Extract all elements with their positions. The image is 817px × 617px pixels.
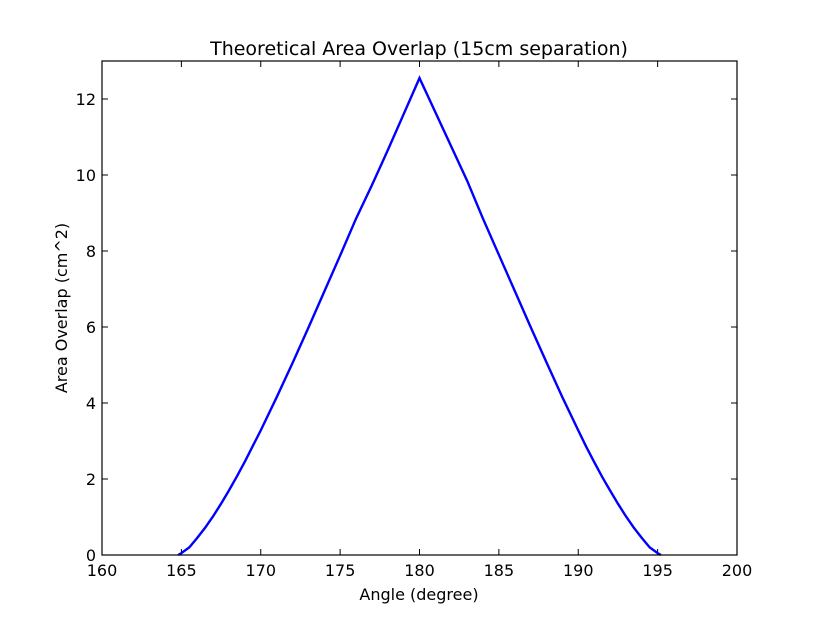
chart-title: Theoretical Area Overlap (15cm separatio…: [209, 38, 628, 60]
plot-area-frame: [101, 60, 738, 556]
x-tick-label: 195: [642, 561, 673, 580]
x-tick-label: 165: [166, 561, 197, 580]
y-tick-label: 8: [86, 242, 96, 261]
x-tick-label: 185: [484, 561, 515, 580]
x-tick-label: 160: [87, 561, 118, 580]
x-tick-label: 170: [245, 561, 276, 580]
tick-labels: 160 165 170 175 180 185 190 195 200 0 2 4 6 8 10 12: [76, 90, 753, 580]
x-tick-label: 190: [563, 561, 594, 580]
y-tick-label: 4: [86, 394, 96, 413]
x-axis-label: Angle (degree): [359, 585, 478, 604]
y-tick-label: 10: [76, 166, 96, 185]
y-tick-label: 2: [86, 470, 96, 489]
x-tick-label: 175: [325, 561, 356, 580]
y-tick-label: 6: [86, 318, 96, 337]
x-tick-label: 180: [404, 561, 435, 580]
series-line: [177, 75, 662, 557]
y-axis-label: Area Overlap (cm^2): [52, 223, 71, 393]
x-tick-label: 200: [722, 561, 753, 580]
y-tick-label: 12: [76, 90, 96, 109]
y-tick-label: 0: [86, 546, 96, 565]
